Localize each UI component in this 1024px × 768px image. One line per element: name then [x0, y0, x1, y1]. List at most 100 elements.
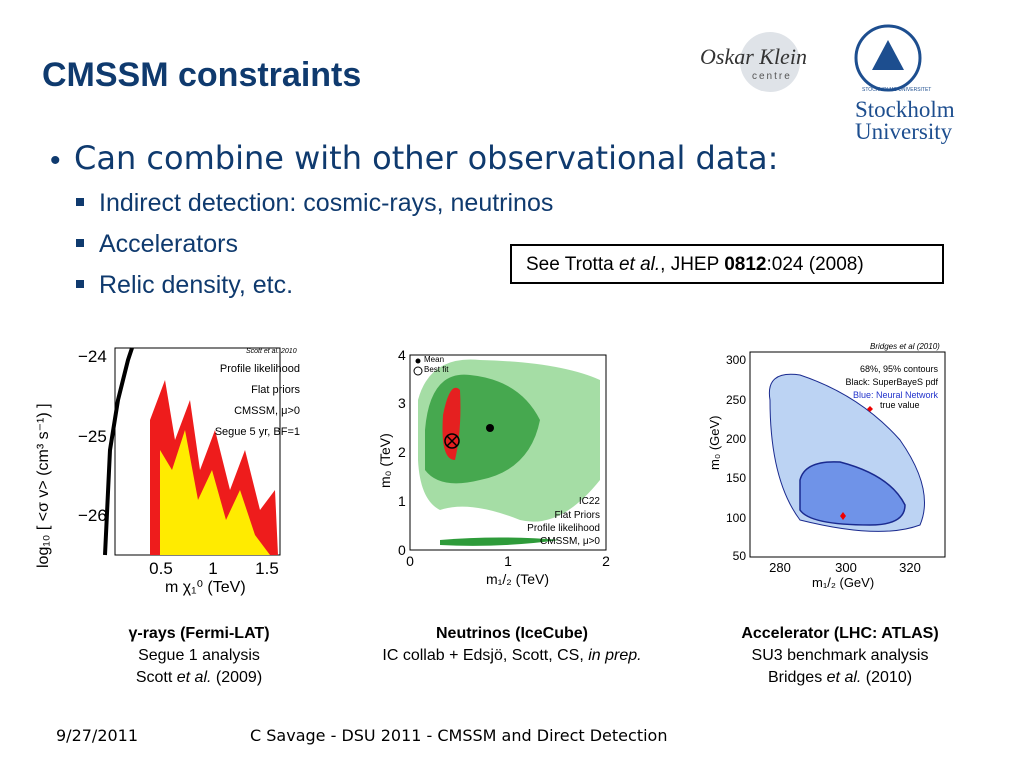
- su-crown: [872, 40, 904, 70]
- x-tick-label: 320: [899, 560, 921, 575]
- su-seal: [854, 24, 922, 92]
- okc-logo-text: Oskar Klein: [700, 44, 807, 69]
- plot-legend: CMSSM, μ>0: [234, 405, 300, 417]
- sub-bullet-text: Indirect detection: cosmic-rays, neutrin…: [99, 189, 554, 217]
- plot-legend: Segue 5 yr, BF=1: [214, 426, 300, 438]
- legend-true-value: [867, 406, 873, 412]
- plot-legend: Profile likelihood: [219, 363, 300, 375]
- y-tick-label: 0: [398, 542, 406, 558]
- sub-bullet-marker: [76, 198, 84, 206]
- su-logo-text: University: [855, 119, 953, 144]
- y-tick-label: −26: [78, 506, 107, 525]
- x-axis-label: m₁/₂ (TeV): [486, 571, 550, 587]
- y-axis-label: log₁₀ [ <σ v> (cm³ s⁻¹) ]: [35, 403, 52, 568]
- sub-bullet-text: Accelerators: [99, 230, 238, 258]
- su-seal-text: STOCKHOLMS UNIVERSITET: [862, 87, 932, 93]
- caption-line: Bridges et al. (2010): [768, 670, 912, 686]
- plot-legend: Flat Priors: [554, 510, 600, 521]
- x-tick-label: 2: [602, 553, 610, 569]
- footer-text: C Savage - DSU 2011 - CMSSM and Direct D…: [250, 726, 668, 745]
- caption-line: Neutrinos (IceCube): [436, 626, 588, 642]
- mean-marker: [486, 424, 494, 432]
- reference-box: [510, 244, 944, 284]
- y-tick-label: 300: [725, 353, 746, 367]
- y-axis-label: m₀ (GeV): [707, 415, 722, 470]
- likelihood-strip: [440, 537, 560, 546]
- caption-line: Segue 1 analysis: [138, 648, 260, 664]
- plot-legend: IC22: [578, 496, 600, 507]
- best-fit-cross: [446, 435, 458, 447]
- reference-part: 0812: [724, 254, 767, 275]
- x-tick-label: 0: [406, 553, 414, 569]
- x-tick-label: 1: [504, 553, 512, 569]
- caption-line: SU3 benchmark analysis: [752, 648, 929, 664]
- plot-legend: true value: [880, 400, 920, 410]
- y-axis-label: m₀ (TeV): [377, 433, 393, 488]
- plot-credit: Bridges et al (2010): [870, 342, 940, 351]
- caption-line-part: (2010): [861, 669, 913, 686]
- y-tick-label: 150: [725, 471, 746, 485]
- x-axis-label: m χ₁⁰ (TeV): [165, 579, 246, 596]
- slide-title: CMSSM constraints: [42, 56, 362, 94]
- caption-line-part: et al.: [826, 669, 862, 686]
- caption-line-part: γ-rays (Fermi-LAT): [128, 625, 270, 642]
- contour-68: [160, 430, 270, 555]
- reference-part: :024 (2008): [766, 254, 864, 275]
- plot-legend: Black: SuperBayeS pdf: [845, 377, 938, 387]
- caption-line-part: Scott: [135, 669, 177, 686]
- legend-best-fit: [413, 366, 423, 376]
- caption-line: Accelerator (LHC: ATLAS): [741, 626, 938, 642]
- caption-line-part: Accelerator (LHC: ATLAS): [741, 625, 939, 642]
- marker-legend: Best fit: [424, 365, 449, 374]
- x-tick-label: 300: [835, 560, 857, 575]
- bullet-dot: •: [50, 144, 61, 177]
- y-tick-label: 1: [398, 493, 406, 509]
- plot-legend: 68%, 95% contours: [859, 364, 938, 374]
- reference-part: et al.: [618, 254, 661, 275]
- y-tick-label: 100: [725, 511, 746, 525]
- footer-date: 9/27/2011: [56, 726, 139, 745]
- caption-line-part: SU3 benchmark analysis: [751, 647, 929, 664]
- caption-line-part: et al.: [176, 669, 212, 686]
- caption-line: IC collab + Edsjö, Scott, CS, in prep.: [382, 648, 641, 664]
- legend-mean: [415, 358, 421, 364]
- y-tick-label: −25: [78, 427, 107, 446]
- true-value-marker: [840, 512, 846, 520]
- caption-line-part: in prep.: [588, 647, 642, 664]
- limit-curve: [103, 347, 134, 556]
- y-tick-label: 50: [732, 549, 746, 563]
- x-axis-label: m₁/₂ (GeV): [812, 575, 875, 590]
- caption-line-part: Neutrinos (IceCube): [435, 625, 589, 642]
- reference: See Trotta et al., JHEP 0812:024 (2008): [526, 255, 864, 274]
- caption-line: Scott et al. (2009): [136, 670, 262, 686]
- okc-logo-circle: [740, 32, 800, 92]
- caption-line-part: Segue 1 analysis: [138, 647, 260, 664]
- y-tick-label: 250: [725, 393, 746, 407]
- reference-part: , JHEP: [660, 254, 725, 275]
- x-tick-label: 1: [208, 559, 218, 578]
- bullet-text: Can combine with other observational dat…: [74, 139, 779, 177]
- plot-legend: Flat priors: [251, 384, 300, 396]
- y-tick-label: −24: [78, 347, 107, 366]
- best-fit-region: [442, 387, 461, 460]
- plot-legend: Blue: Neural Network: [852, 390, 938, 400]
- plot-legend: Profile likelihood: [527, 523, 600, 534]
- sub-bullet-marker: [76, 239, 84, 247]
- x-tick-label: 1.5: [255, 559, 279, 578]
- sub-bullet-text: Relic density, etc.: [99, 271, 294, 299]
- sub-bullet-marker: [76, 280, 84, 288]
- caption-line: γ-rays (Fermi-LAT): [128, 626, 269, 642]
- reference-part: See Trotta: [526, 254, 619, 275]
- x-tick-label: 0.5: [149, 559, 173, 578]
- y-tick-label: 3: [398, 395, 406, 411]
- su-logo-text: Stockholm: [855, 97, 955, 122]
- caption-line-part: (2009): [211, 669, 263, 686]
- caption-line-part: Bridges: [767, 669, 827, 686]
- plot-legend: CMSSM, μ>0: [540, 536, 600, 547]
- marker-legend: Mean: [424, 355, 445, 364]
- caption-line-part: IC collab + Edsjö, Scott, CS,: [382, 647, 589, 664]
- x-tick-label: 280: [769, 560, 791, 575]
- okc-logo-sub: centre: [752, 71, 792, 82]
